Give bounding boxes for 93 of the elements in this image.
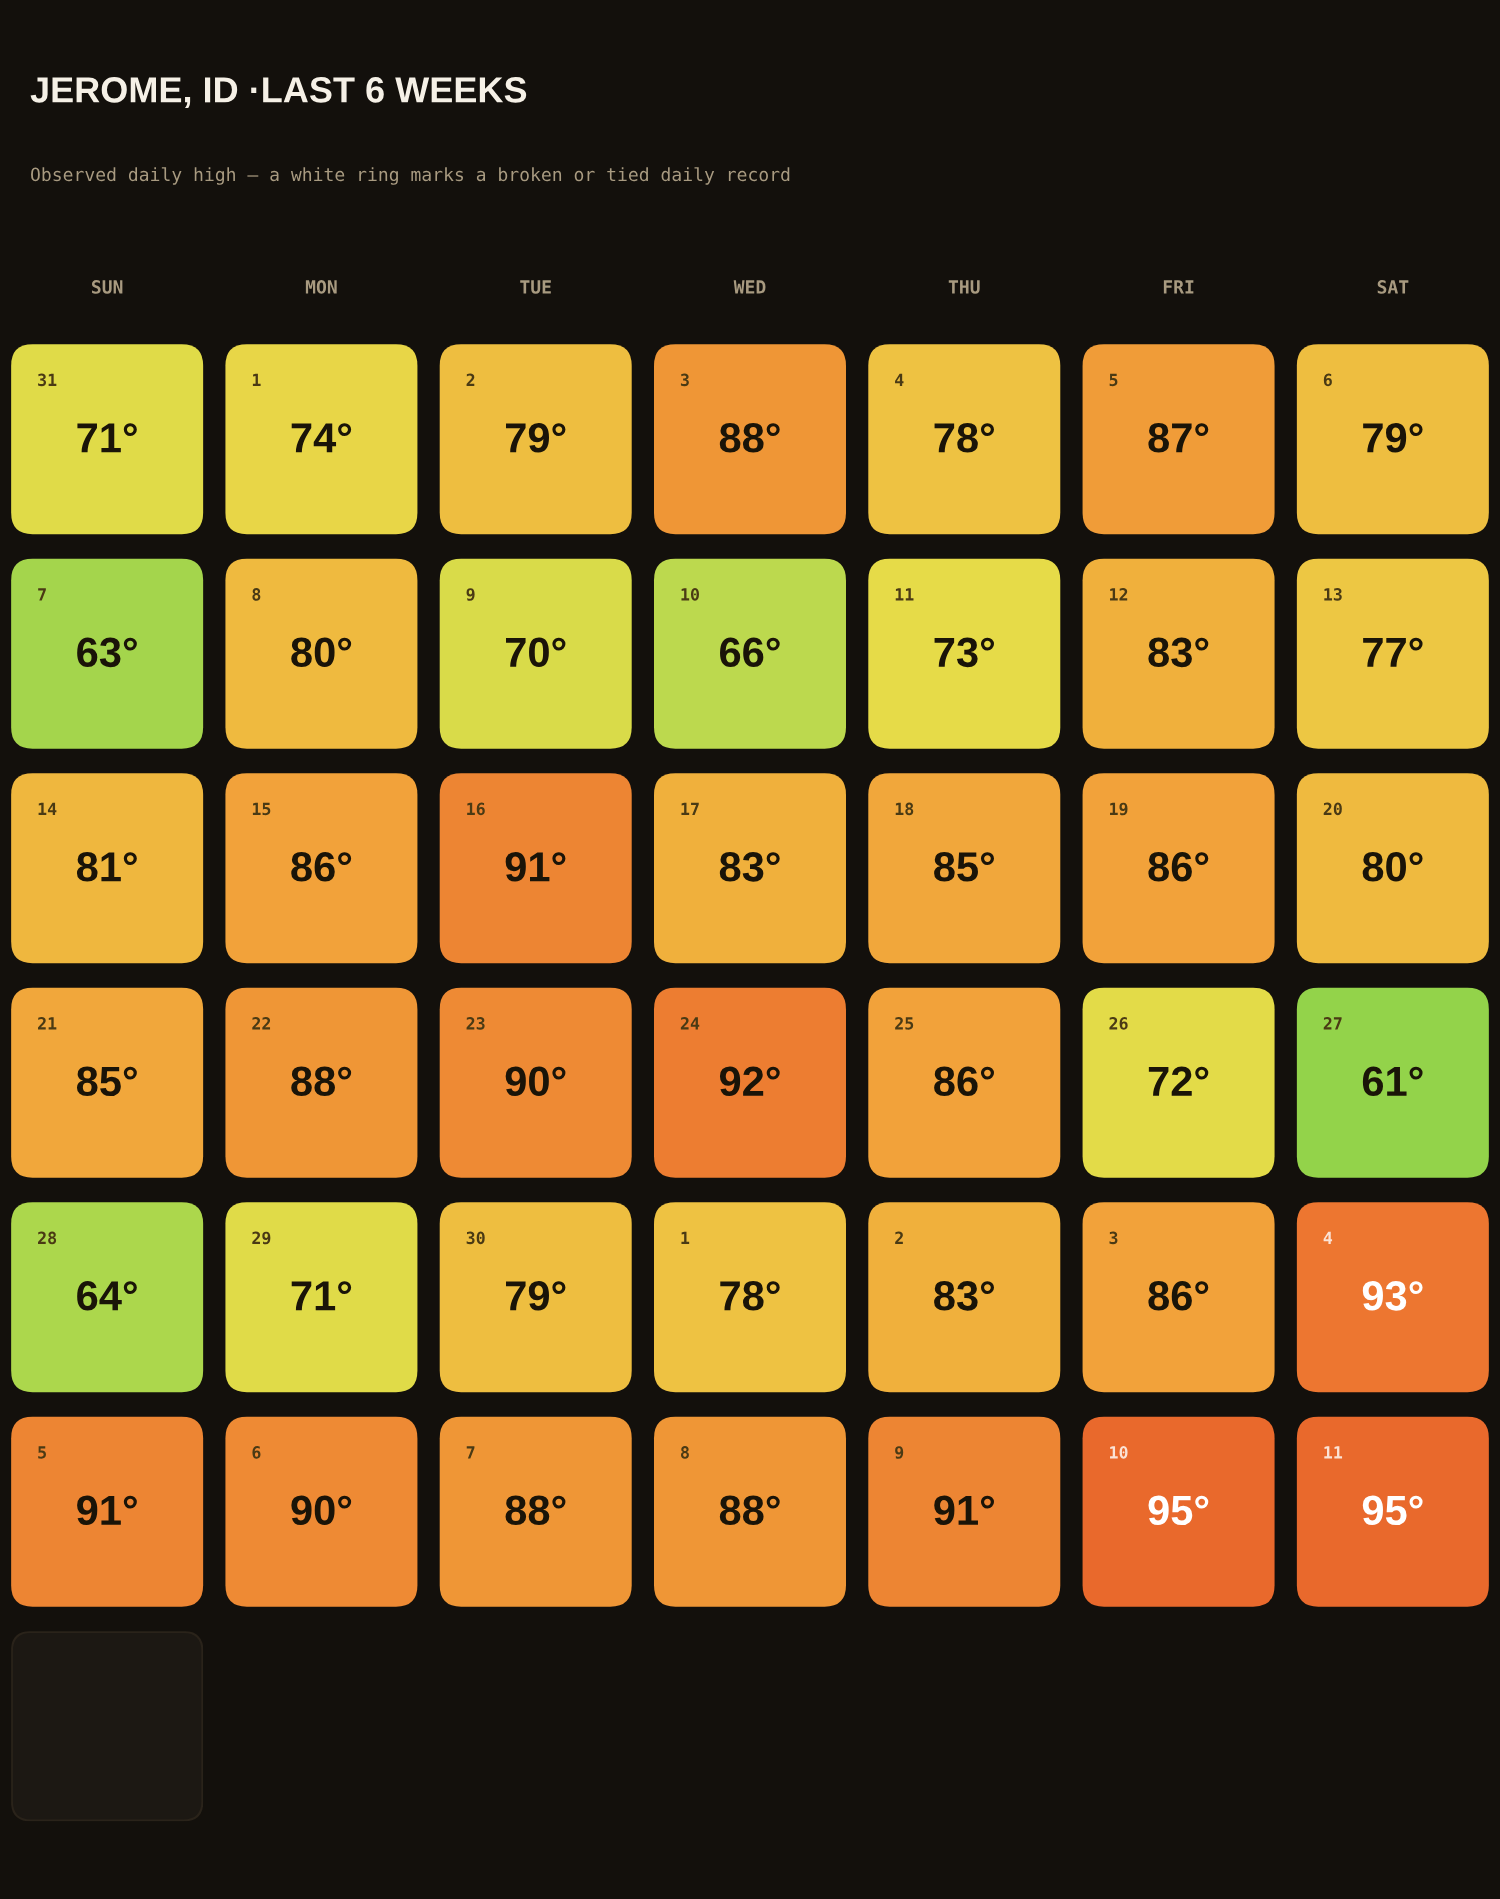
annotation: 14 bbox=[38, 802, 57, 815]
data-label: 88° bbox=[719, 423, 780, 453]
data-label: 71° bbox=[77, 423, 137, 453]
data-label: 79° bbox=[506, 1281, 566, 1311]
annotation: 8 bbox=[680, 1446, 689, 1459]
annotation: 21 bbox=[38, 1017, 57, 1030]
x-tick-label: FRI bbox=[1163, 280, 1194, 294]
annotation: 5 bbox=[1109, 373, 1118, 387]
data-label: 95° bbox=[1148, 1495, 1209, 1526]
data-label: 88° bbox=[505, 1495, 566, 1526]
x-tick-label: SUN bbox=[91, 280, 123, 294]
data-label: 95° bbox=[1362, 1495, 1423, 1526]
data-label: 87° bbox=[1148, 423, 1209, 453]
annotation: 2 bbox=[895, 1231, 903, 1244]
annotation: 28 bbox=[38, 1231, 57, 1245]
annotation: 2 bbox=[466, 373, 475, 386]
annotation: 10 bbox=[1110, 1446, 1128, 1459]
annotation: 6 bbox=[252, 1446, 261, 1459]
chart-subtitle: Observed daily high — a white ring marks a broken or tied daily record bbox=[31, 167, 790, 185]
annotation: 3 bbox=[680, 373, 689, 387]
annotation: 26 bbox=[1109, 1017, 1128, 1030]
annotation: 16 bbox=[467, 802, 485, 816]
data-label: 80° bbox=[291, 637, 352, 668]
data-label: 86° bbox=[1148, 1281, 1209, 1311]
annotation: 10 bbox=[681, 588, 699, 601]
annotation: 7 bbox=[466, 1446, 475, 1459]
data-label: 92° bbox=[719, 1066, 780, 1097]
data-label: 61° bbox=[1362, 1066, 1423, 1097]
data-label: 88° bbox=[719, 1495, 780, 1526]
data-label: 63° bbox=[77, 637, 137, 668]
data-label: 79° bbox=[1363, 423, 1423, 453]
annotation: 31 bbox=[38, 373, 57, 387]
data-label: 86° bbox=[1148, 852, 1209, 882]
data-label: 83° bbox=[1148, 637, 1209, 668]
data-label: 66° bbox=[720, 637, 780, 668]
data-label: 85° bbox=[76, 1066, 137, 1097]
annotation: 17 bbox=[681, 802, 699, 815]
annotation: 18 bbox=[895, 802, 914, 816]
annotation: 23 bbox=[466, 1017, 485, 1030]
annotation: 12 bbox=[1110, 588, 1128, 601]
data-label: 83° bbox=[719, 852, 780, 882]
x-tick-label: WED bbox=[733, 280, 766, 294]
annotation: 15 bbox=[252, 802, 271, 816]
data-label: 73° bbox=[934, 637, 994, 668]
annotation: 11 bbox=[1324, 1446, 1343, 1459]
data-label: 91° bbox=[505, 852, 566, 882]
data-label: 80° bbox=[1362, 852, 1423, 882]
data-label: 78° bbox=[934, 423, 994, 453]
x-tick-label: TUE bbox=[520, 280, 551, 294]
data-label: 71° bbox=[291, 1281, 352, 1311]
data-label: 83° bbox=[934, 1281, 994, 1311]
data-label: 90° bbox=[505, 1066, 566, 1097]
annotation: 13 bbox=[1324, 588, 1342, 601]
x-tick-label: MON bbox=[305, 280, 337, 294]
data-label: 79° bbox=[506, 423, 566, 453]
annotation: 20 bbox=[1323, 802, 1342, 816]
annotation: 4 bbox=[895, 373, 904, 386]
annotation: 6 bbox=[1323, 373, 1332, 387]
annotation: 29 bbox=[252, 1231, 271, 1245]
data-label: 81° bbox=[76, 852, 137, 882]
data-label: 64° bbox=[77, 1281, 137, 1311]
annotation: 11 bbox=[895, 588, 914, 601]
data-label: 72° bbox=[1148, 1066, 1209, 1096]
data-label: 85° bbox=[934, 852, 994, 882]
data-label: 78° bbox=[720, 1281, 780, 1311]
data-label: 88° bbox=[291, 1066, 352, 1097]
data-label: 93° bbox=[1362, 1281, 1423, 1311]
chart-title: JEROME, ID ·LAST 6 WEEKS bbox=[30, 77, 527, 108]
data-label: 74° bbox=[291, 423, 352, 453]
annotation: 27 bbox=[1323, 1017, 1342, 1030]
data-label: 77° bbox=[1363, 637, 1423, 667]
x-tick-label: THU bbox=[948, 280, 980, 294]
data-label: 86° bbox=[291, 852, 352, 882]
data-label: 91° bbox=[934, 1495, 994, 1526]
annotation: 8 bbox=[252, 588, 261, 601]
annotation: 1 bbox=[252, 373, 261, 386]
annotation: 24 bbox=[680, 1017, 700, 1030]
annotation: 19 bbox=[1110, 802, 1128, 816]
annotation: 25 bbox=[895, 1017, 914, 1030]
annotation: 5 bbox=[38, 1446, 46, 1459]
data-label: 90° bbox=[291, 1495, 352, 1526]
annotation: 3 bbox=[1109, 1231, 1118, 1245]
annotation: 9 bbox=[895, 1446, 904, 1459]
annotation: 7 bbox=[38, 588, 46, 601]
data-label: 86° bbox=[934, 1066, 994, 1097]
data-label: 70° bbox=[506, 637, 566, 668]
annotation: 9 bbox=[466, 588, 475, 601]
data-label: 91° bbox=[77, 1495, 137, 1526]
annotation: 30 bbox=[466, 1231, 485, 1245]
annotation: 4 bbox=[1323, 1231, 1333, 1244]
annotation: 22 bbox=[252, 1017, 271, 1030]
annotation: 1 bbox=[681, 1231, 690, 1244]
x-tick-label: SAT bbox=[1377, 280, 1409, 294]
